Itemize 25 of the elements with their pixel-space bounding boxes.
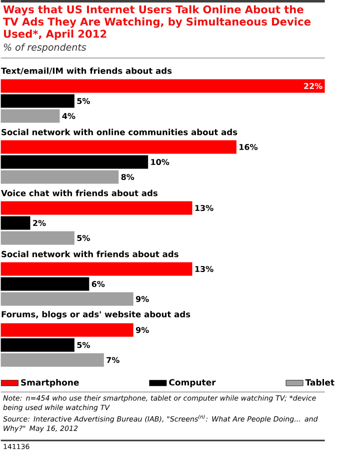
legend-label: Computer: [169, 379, 216, 388]
data-label: 4%: [62, 112, 76, 120]
y-tick-label: Social network with friends about ads: [2, 250, 179, 258]
data-label: 5%: [77, 98, 90, 104]
data-label: 9%: [136, 296, 150, 302]
data-label: 5%: [77, 234, 90, 242]
y-tick-label: Voice chat with friends about ads: [1, 190, 158, 196]
legend-label: Tablet: [306, 379, 335, 386]
data-label: 6%: [92, 280, 105, 288]
data-label: 22%: [304, 82, 323, 90]
data-label: 7%: [106, 356, 120, 364]
chart-title: Ways that US Internet Users Talk Online About the TV Ads They Are Watching, by Simultaneous Device Used*, April 2012: [3, 5, 311, 40]
y-tick-label: Social network with online communities about ads: [2, 128, 238, 136]
data-label: 13%: [196, 204, 214, 212]
data-label: 10%: [151, 158, 170, 166]
data-label: 9%: [136, 326, 150, 334]
data-label: 13%: [196, 266, 214, 272]
data-label: 2%: [33, 220, 46, 226]
data-label: 5%: [77, 342, 90, 348]
data-label: 16%: [240, 144, 258, 150]
chart-subtitle: % of respondents: [4, 43, 86, 53]
legend-label: Smartphone: [21, 379, 80, 388]
y-tick-label: Forums, blogs or ads' website about ads: [2, 310, 190, 320]
y-tick-label: Text/email/IM with friends about ads: [1, 67, 172, 75]
data-label: 8%: [122, 174, 134, 180]
